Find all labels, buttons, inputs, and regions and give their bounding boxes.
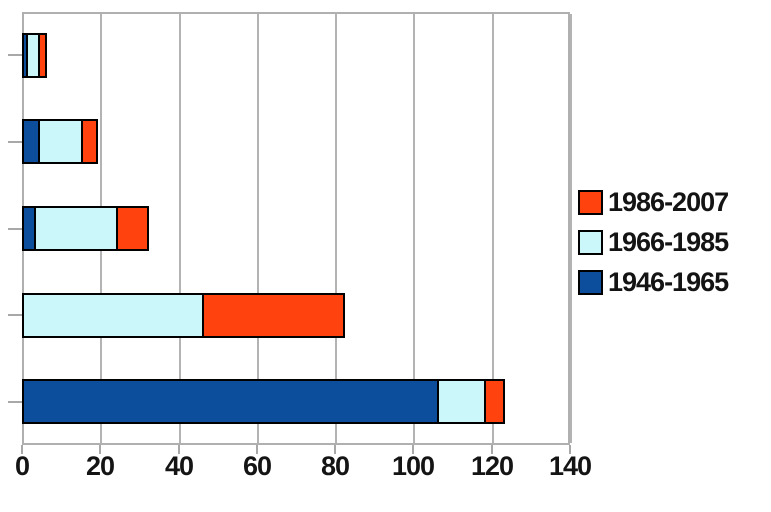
x-axis-tick (256, 445, 258, 454)
x-axis-label: 100 (391, 451, 435, 481)
x-axis-tick (178, 445, 180, 454)
y-axis-tick (8, 141, 22, 143)
legend-item: 1966-1985 (578, 226, 729, 257)
x-axis-tick (491, 445, 493, 454)
bar-segment-1986-2007-row2 (81, 119, 98, 164)
x-axis-tick (99, 445, 101, 454)
gridline-x-60 (257, 14, 259, 443)
y-axis-tick (8, 54, 22, 56)
legend-swatch-1986-2007 (578, 189, 603, 215)
legend-label: 1966-1985 (608, 226, 729, 257)
x-axis-label: 60 (242, 451, 272, 481)
x-axis-label: 0 (14, 451, 30, 481)
gridline-x-100 (413, 14, 415, 443)
gridline-x-80 (335, 14, 337, 443)
bar-segment-1966-1985-row2 (38, 119, 83, 164)
bar-segment-1966-1985-row4 (22, 293, 204, 338)
y-axis-tick (8, 314, 22, 316)
legend-label: 1946-1965 (608, 266, 729, 297)
gridline-x-120 (492, 14, 494, 443)
x-axis-label: 140 (548, 451, 592, 481)
x-axis-tick (569, 445, 571, 454)
legend-item: 1946-1965 (578, 266, 729, 297)
legend-swatch-1946-1965 (578, 269, 603, 295)
x-axis-label: 120 (470, 451, 514, 481)
x-axis-tick (21, 445, 23, 454)
bar-segment-1986-2007-row1 (38, 33, 47, 78)
legend: 1986-2007 1966-1985 1946-1965 (578, 186, 729, 308)
legend-item: 1986-2007 (578, 186, 729, 217)
y-axis-tick (8, 401, 22, 403)
x-axis-tick (334, 445, 336, 454)
gridline-x-140 (570, 14, 572, 443)
x-axis-label: 20 (85, 451, 115, 481)
legend-label: 1986-2007 (608, 186, 729, 217)
x-axis-label: 80 (320, 451, 350, 481)
legend-swatch-1966-1985 (578, 229, 603, 255)
x-axis-tick (412, 445, 414, 454)
y-axis-tick (8, 228, 22, 230)
plot-area (22, 12, 572, 445)
bar-segment-1966-1985-row5 (437, 379, 486, 424)
gridline-x-40 (179, 14, 181, 443)
bar-segment-1986-2007-row4 (202, 293, 345, 338)
bar-segment-1986-2007-row5 (484, 379, 505, 424)
bar-segment-1966-1985-row3 (34, 206, 118, 251)
bar-segment-1986-2007-row3 (116, 206, 149, 251)
x-axis-label: 40 (164, 451, 194, 481)
bar-segment-1946-1965-row5 (22, 379, 439, 424)
